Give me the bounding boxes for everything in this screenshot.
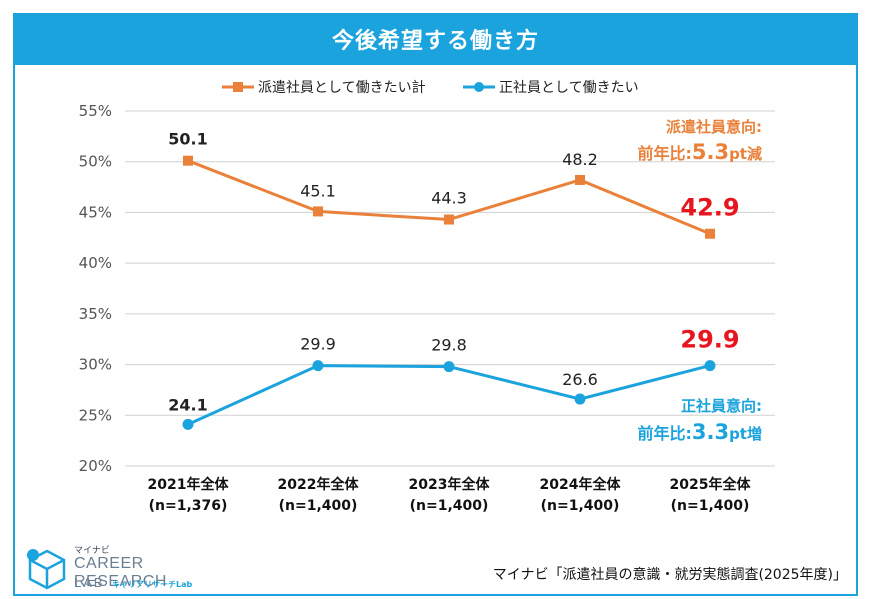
data-point-haken: [575, 174, 585, 185]
x-tick-sublabel: (n=1,400): [279, 498, 358, 514]
data-point-seishain: [312, 360, 324, 372]
annotation-seishain-line2: 前年比:3.3pt増: [637, 420, 762, 444]
data-label-haken: 44.3: [431, 189, 467, 208]
y-tick-label: 40%: [79, 254, 112, 272]
y-tick-label: 25%: [79, 406, 112, 424]
data-label-seishain: 29.9: [300, 335, 336, 354]
data-label-haken: 45.1: [300, 181, 336, 200]
y-tick-label: 30%: [79, 356, 112, 374]
logo-lab-text: LAB: [74, 575, 105, 590]
data-label-seishain: 26.6: [562, 370, 598, 389]
y-tick-label: 35%: [79, 305, 112, 323]
annotation-seishain-line1: 正社員意向:: [681, 397, 762, 415]
x-tick-sublabel: (n=1,400): [410, 498, 489, 514]
legend-marker-seishain: [474, 82, 484, 92]
data-label-seishain: 29.9: [680, 326, 739, 354]
data-point-haken: [313, 206, 323, 217]
data-label-seishain: 29.8: [431, 336, 467, 355]
x-tick-sublabel: (n=1,376): [149, 498, 228, 514]
x-tick-label: 2021年全体: [148, 476, 230, 493]
annotation-haken-line2: 前年比:5.3pt減: [637, 140, 762, 164]
legend-label-haken: 派遣社員として働きたい計: [258, 80, 426, 96]
data-label-haken: 48.2: [562, 150, 598, 169]
chart-title: 今後希望する働き方: [331, 29, 539, 54]
data-point-haken: [444, 214, 454, 225]
data-label-haken: 50.1: [168, 130, 207, 149]
y-tick-label: 20%: [79, 457, 112, 475]
data-label-seishain: 24.1: [168, 395, 207, 414]
logo-big-text: CAREER RESEARCH: [74, 555, 167, 590]
data-point-seishain: [704, 360, 716, 372]
data-label-haken: 42.9: [680, 194, 739, 222]
y-tick-label: 45%: [79, 203, 112, 221]
annotation-haken-line1: 派遣社員意向:: [666, 118, 762, 136]
data-point-seishain: [574, 393, 586, 405]
source-caption: マイナビ「派遣社員の意識・就労実態調査(2025年度)」: [492, 567, 847, 583]
title-bar: 今後希望する働き方: [13, 13, 858, 65]
data-point-haken: [183, 155, 193, 166]
x-tick-sublabel: (n=1,400): [671, 498, 750, 514]
logo-cube-icon: [27, 549, 66, 590]
x-tick-sublabel: (n=1,400): [541, 498, 620, 514]
legend-label-seishain: 正社員として働きたい: [499, 80, 639, 96]
logo-small-text: マイナビ: [74, 546, 110, 556]
x-tick-label: 2024年全体: [540, 476, 622, 493]
legend-marker-haken: [233, 82, 243, 92]
data-point-seishain: [182, 418, 194, 430]
y-tick-label: 50%: [79, 153, 112, 171]
y-tick-label: 55%: [79, 102, 112, 120]
x-tick-label: 2023年全体: [409, 476, 491, 493]
data-point-haken: [705, 228, 715, 239]
data-point-seishain: [443, 361, 455, 373]
career-research-lab-logo: マイナビ CAREER RESEARCH LAB キャリアリサーチLab: [24, 543, 224, 593]
logo-jp-text: キャリアリサーチLab: [112, 580, 193, 589]
x-tick-label: 2022年全体: [278, 476, 360, 493]
x-tick-label: 2025年全体: [670, 476, 752, 493]
